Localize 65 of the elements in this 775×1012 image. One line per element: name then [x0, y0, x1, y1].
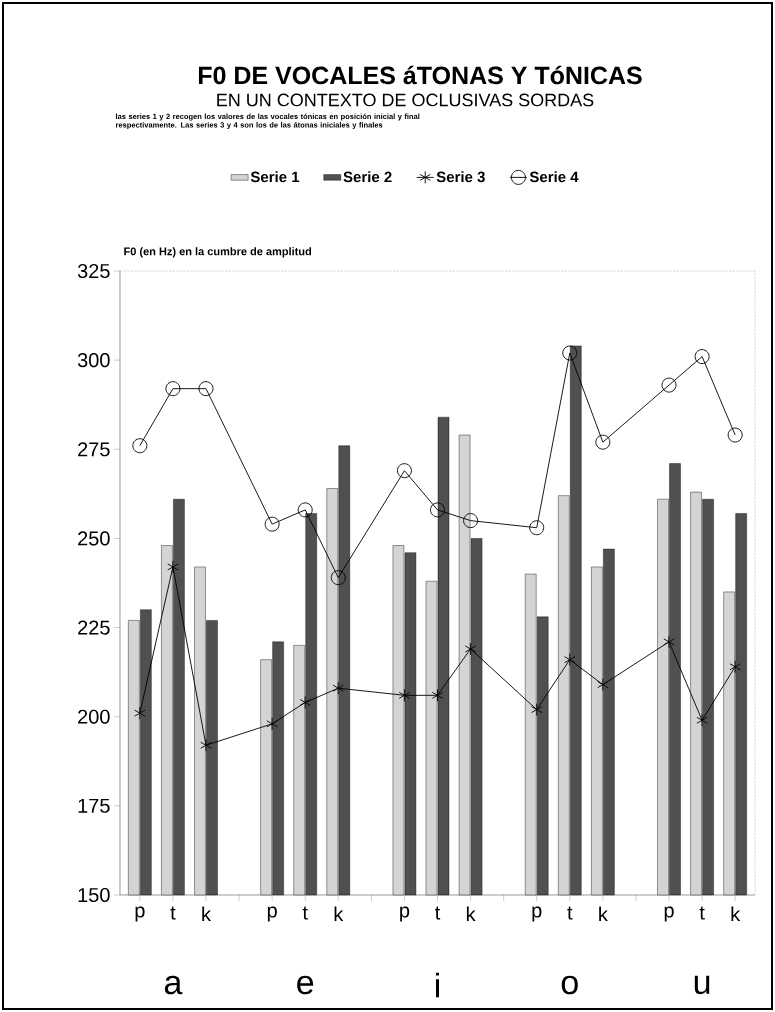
x-tick-label: p	[532, 906, 542, 922]
x-tick-label: t	[699, 906, 705, 920]
x-tick-label: k	[202, 906, 212, 922]
point	[430, 502, 445, 518]
x-tick-label: p	[135, 906, 145, 922]
point	[200, 738, 212, 752]
point	[132, 438, 148, 454]
point	[330, 570, 346, 586]
y-tick-label: 175	[78, 798, 110, 813]
y-tick-label: 150	[78, 887, 110, 903]
x-tick-label: k	[466, 906, 476, 922]
legend-label: Serie 3	[436, 171, 485, 183]
text: o	[561, 975, 578, 995]
y-axis-title: F0 (en Hz) en la cumbre de amplitud	[124, 247, 312, 258]
legend-label: Serie 1	[250, 171, 300, 183]
point	[165, 381, 181, 397]
x-tick-label: p	[400, 906, 410, 922]
point	[661, 377, 677, 393]
point	[297, 502, 313, 518]
point	[694, 349, 710, 365]
x-tick-label: t	[302, 906, 308, 920]
point	[198, 381, 214, 397]
y-tick-label: 275	[78, 442, 110, 457]
y-tick-label: 300	[77, 353, 110, 368]
point	[167, 560, 179, 574]
point	[299, 696, 311, 709]
x-tick-label: k	[731, 906, 741, 922]
x-tick-label: k	[334, 906, 344, 922]
legend-label: Serie 4	[529, 171, 579, 183]
point	[597, 678, 609, 692]
point	[464, 642, 477, 656]
point	[663, 635, 675, 649]
point	[564, 653, 576, 667]
x-tick-label: t	[170, 906, 176, 920]
point	[729, 660, 741, 674]
x-tick-label: p	[664, 906, 674, 922]
point	[134, 706, 146, 720]
point	[266, 717, 278, 731]
chart-subtitle: EN UN CONTEXTO DE OCLUSIVAS SORDAS	[217, 93, 594, 107]
x-tick-label: k	[599, 906, 608, 922]
point	[463, 513, 479, 529]
point	[531, 703, 543, 717]
legend-label: Serie 2	[343, 171, 392, 183]
text: a	[164, 975, 183, 995]
point	[529, 520, 545, 536]
point	[332, 681, 344, 695]
text: e	[297, 975, 314, 995]
point	[595, 434, 611, 450]
text: i	[436, 972, 439, 998]
point	[431, 688, 444, 702]
y-tick-label: 200	[78, 709, 110, 724]
point	[398, 688, 411, 702]
x-tick-label: p	[267, 906, 277, 922]
point	[696, 713, 708, 727]
point	[562, 345, 578, 361]
y-tick-label: 225	[78, 620, 110, 635]
point	[396, 463, 412, 479]
x-tick-label: t	[435, 906, 441, 920]
point	[264, 516, 280, 532]
point	[727, 427, 743, 443]
x-tick-label: t	[567, 906, 573, 920]
text: u	[694, 975, 710, 995]
chart-title: F0 DE VOCALES áTONAS Y TóNICAS	[198, 65, 642, 85]
y-tick-label: 325	[77, 263, 110, 279]
y-tick-label: 250	[78, 531, 110, 546]
